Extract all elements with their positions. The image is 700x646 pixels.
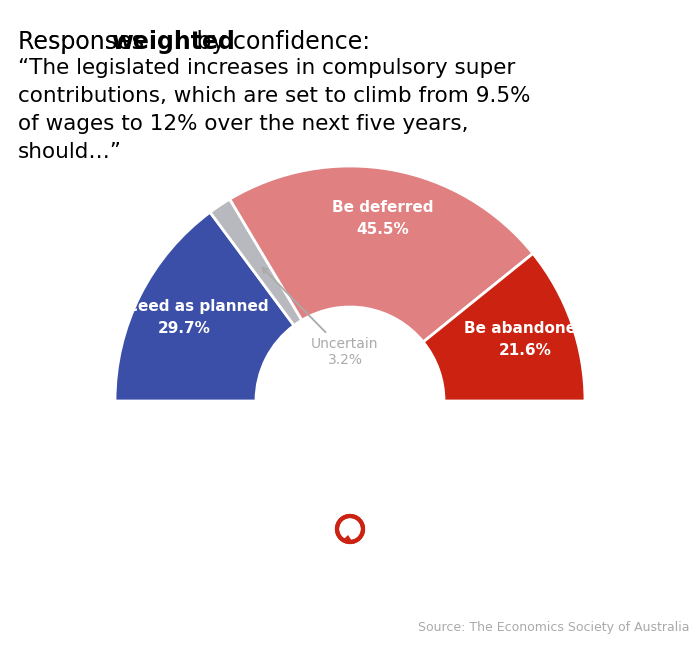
Wedge shape	[210, 199, 302, 326]
Text: Source: The Economics Society of Australia: Source: The Economics Society of Austral…	[419, 621, 690, 634]
Text: weighted: weighted	[111, 30, 235, 54]
Wedge shape	[115, 212, 294, 401]
Text: Be abandoned
21.6%: Be abandoned 21.6%	[463, 320, 587, 358]
Wedge shape	[424, 253, 585, 401]
Text: “The legislated increases in compulsory super
contributions, which are set to cl: “The legislated increases in compulsory …	[18, 58, 531, 162]
Polygon shape	[344, 535, 352, 541]
Text: by confidence:: by confidence:	[189, 30, 370, 54]
Text: Uncertain
3.2%: Uncertain 3.2%	[262, 267, 379, 367]
Wedge shape	[230, 166, 533, 342]
Text: Responses: Responses	[18, 30, 151, 54]
Text: Responses: Responses	[18, 30, 151, 54]
Text: Responses weighted: Responses weighted	[18, 30, 293, 54]
Circle shape	[256, 307, 444, 495]
Text: Proceed as planned
29.7%: Proceed as planned 29.7%	[100, 299, 269, 336]
Text: Be deferred
45.5%: Be deferred 45.5%	[332, 200, 433, 237]
